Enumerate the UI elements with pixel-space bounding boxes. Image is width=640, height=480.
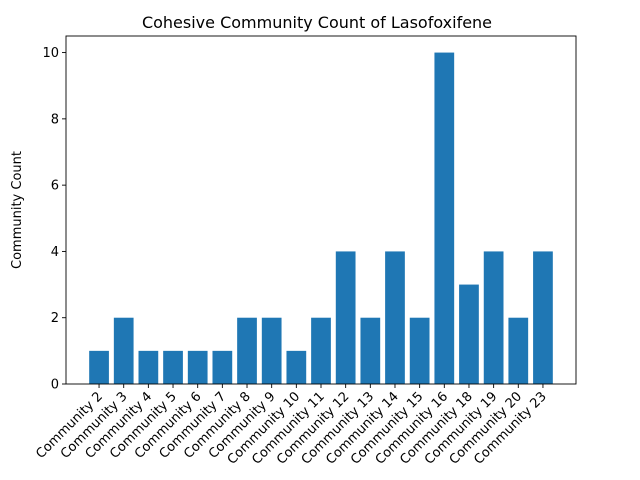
bar (261, 317, 282, 384)
chart-title: Cohesive Community Count of Lasofoxifene (142, 13, 492, 32)
bar (311, 317, 331, 384)
bar (360, 317, 381, 384)
bar (286, 350, 307, 384)
bar (138, 350, 159, 384)
bar (163, 350, 183, 384)
y-tick-label: 6 (51, 179, 59, 194)
bar (212, 350, 233, 384)
bar (385, 251, 405, 384)
bar (335, 251, 356, 384)
bar (434, 52, 455, 384)
y-axis-label: Community Count (10, 151, 25, 269)
bar (113, 317, 134, 384)
bar (409, 317, 430, 384)
bar (187, 350, 208, 384)
bar (237, 317, 257, 384)
y-tick-label: 10 (42, 46, 59, 61)
y-tick-label: 0 (51, 378, 59, 393)
bar (508, 317, 529, 384)
bar (89, 350, 109, 384)
y-tick-label: 4 (51, 245, 59, 260)
bar (483, 251, 504, 384)
y-tick-label: 2 (51, 311, 59, 326)
bar (533, 251, 553, 384)
bar (459, 284, 479, 384)
y-tick-label: 8 (51, 112, 59, 127)
